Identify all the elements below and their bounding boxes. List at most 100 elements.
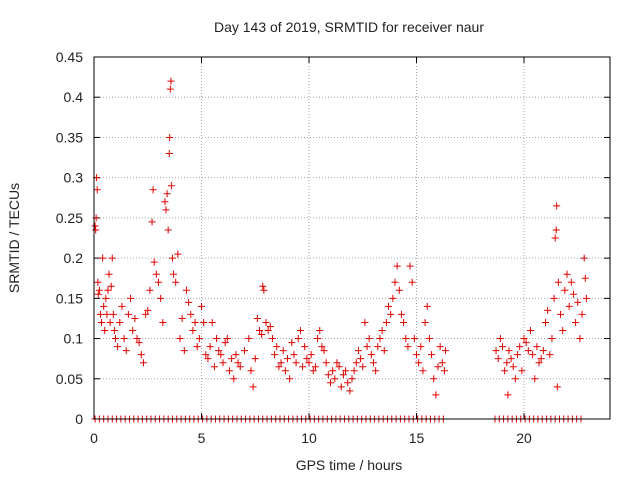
data-point: [122, 347, 130, 355]
data-point: [346, 387, 354, 395]
data-point: [167, 77, 175, 85]
data-point: [553, 383, 561, 391]
data-point: [299, 363, 307, 371]
data-point: [191, 318, 199, 326]
data-point: [492, 347, 500, 355]
data-point: [518, 367, 526, 375]
data-point: [307, 351, 315, 359]
data-point: [552, 226, 560, 234]
data-point: [565, 302, 573, 310]
data-point: [559, 327, 567, 335]
data-point: [331, 375, 339, 383]
data-point: [494, 355, 502, 363]
y-tick-label: 0.25: [56, 210, 83, 226]
data-point: [223, 335, 231, 343]
data-point: [253, 314, 261, 322]
data-point: [100, 302, 108, 310]
data-point: [198, 302, 205, 310]
data-point: [206, 343, 214, 351]
data-point: [166, 85, 174, 93]
data-point: [387, 310, 395, 318]
data-point: [174, 250, 182, 258]
data-point: [410, 335, 418, 343]
data-point: [553, 202, 561, 210]
data-point: [247, 367, 255, 375]
data-point: [245, 335, 253, 343]
data-point: [294, 335, 302, 343]
data-point: [91, 222, 99, 230]
data-point: [102, 294, 110, 302]
data-point: [142, 310, 150, 318]
data-point: [415, 359, 423, 367]
data-point: [155, 278, 162, 286]
data-point: [162, 206, 170, 214]
data-point: [425, 335, 433, 343]
data-point: [344, 379, 352, 387]
data-point: [440, 367, 448, 375]
data-point: [96, 310, 104, 318]
data-point: [551, 234, 559, 242]
data-point: [166, 133, 174, 141]
data-point: [548, 335, 556, 343]
data-point: [509, 363, 517, 371]
data-point: [268, 335, 276, 343]
data-point: [93, 186, 101, 194]
data-point: [106, 318, 114, 326]
data-point: [288, 339, 296, 347]
data-point: [413, 351, 420, 359]
data-point: [259, 282, 267, 290]
data-point: [535, 359, 543, 367]
data-point: [232, 351, 240, 359]
data-point: [370, 359, 377, 367]
data-point: [503, 359, 511, 367]
data-point: [372, 367, 380, 375]
data-point: [284, 355, 291, 363]
data-point: [94, 278, 102, 286]
data-point: [99, 254, 107, 262]
data-point: [301, 343, 309, 351]
y-tick-label: 0.45: [56, 49, 83, 65]
data-point: [395, 286, 403, 294]
data-point: [228, 355, 236, 363]
data-point: [531, 375, 539, 383]
data-point: [101, 327, 109, 335]
data-point: [314, 335, 322, 343]
data-point: [516, 343, 524, 351]
data-point: [428, 351, 436, 359]
data-point: [170, 270, 178, 278]
data-point: [400, 318, 408, 326]
data-point: [580, 254, 588, 262]
data-point: [159, 318, 167, 326]
data-point: [200, 318, 208, 326]
data-point: [277, 359, 285, 367]
data-point: [271, 351, 279, 359]
data-point: [316, 327, 324, 335]
data-point: [120, 335, 128, 343]
data-point: [504, 391, 512, 399]
data-point: [94, 290, 102, 298]
data-point: [391, 278, 399, 286]
data-point: [217, 351, 225, 359]
data-point: [103, 310, 111, 318]
data-point: [104, 286, 112, 294]
data-point: [260, 286, 268, 294]
data-point: [180, 347, 188, 355]
y-tick-label: 0.4: [64, 89, 84, 105]
data-point: [149, 186, 157, 194]
data-point: [187, 310, 195, 318]
data-point: [329, 367, 337, 375]
data-point: [361, 318, 369, 326]
data-point: [524, 347, 532, 355]
data-point: [578, 310, 586, 318]
data-point: [526, 327, 534, 335]
data-point: [266, 322, 274, 330]
plot-frame: [93, 56, 611, 420]
y-tick-label: 0.2: [64, 250, 84, 266]
data-point: [327, 379, 334, 387]
data-point: [421, 318, 429, 326]
data-point: [514, 351, 522, 359]
data-point: [511, 375, 519, 383]
data-point: [574, 298, 582, 306]
data-point: [408, 278, 416, 286]
data-point: [109, 310, 117, 318]
